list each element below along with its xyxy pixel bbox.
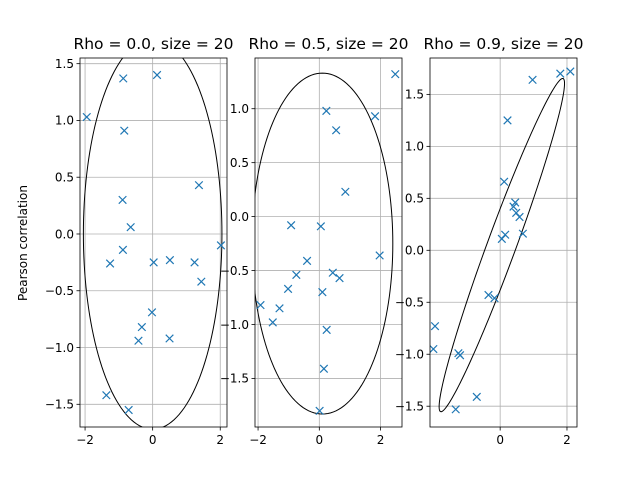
data-point [216, 241, 226, 250]
data-point [430, 344, 438, 354]
y-tick-label: 1.5 [55, 57, 74, 71]
data-point [341, 187, 350, 197]
data-point [375, 251, 384, 260]
data-point [275, 304, 284, 313]
data-point [322, 325, 331, 335]
axes-frame [79, 57, 228, 428]
data-point [518, 229, 528, 238]
data-point [256, 300, 265, 310]
y-tick-label: 1.0 [55, 114, 74, 128]
data-point [472, 392, 481, 402]
x-tick-label: 2 [216, 433, 224, 447]
y-tick-label: 1.5 [405, 88, 424, 102]
y-tick-label: −1.5 [220, 372, 249, 386]
subplot-title: Rho = 0.9, size = 20 [423, 35, 583, 53]
y-tick-label: −1.5 [45, 398, 74, 412]
data-point [302, 256, 312, 266]
y-tick-label: −1.0 [220, 318, 249, 332]
data-point [335, 273, 344, 283]
data-point [499, 177, 509, 186]
y-axis-label: Pearson correlation [16, 185, 30, 301]
data-point [149, 258, 158, 267]
data-point [190, 258, 199, 267]
confidence-ellipse [438, 77, 566, 413]
confidence-ellipse [255, 72, 394, 415]
data-point [515, 212, 524, 222]
y-tick-label: 1.0 [230, 102, 249, 116]
data-point [510, 198, 520, 207]
data-point [120, 126, 129, 135]
data-point [503, 116, 512, 125]
subplot-2: −2 0 2 −1.5 −1.0 −0.5 0.0 0.5 1.0 Rho = 0.5, size… [220, 35, 409, 447]
data-point [316, 222, 326, 231]
data-point [105, 259, 115, 268]
y-tick-label: −0.5 [45, 284, 74, 298]
y-tick-label: 0.0 [230, 210, 249, 224]
data-point [328, 268, 338, 277]
y-tick-label: 0.5 [405, 192, 424, 206]
data-point [331, 126, 341, 135]
data-point [119, 74, 128, 83]
data-point [556, 69, 565, 78]
data-point [319, 364, 329, 373]
y-tick-label: 0.0 [55, 227, 74, 241]
data-point [165, 334, 174, 343]
data-point [283, 284, 293, 294]
y-tick-label: 0.5 [230, 156, 249, 170]
data-point [124, 405, 133, 415]
data-point [430, 321, 440, 331]
x-tick-label: 0 [315, 433, 323, 447]
data-point [286, 221, 296, 230]
data-point [82, 112, 91, 122]
data-point [490, 293, 499, 303]
subplot-title: Rho = 0.0, size = 20 [73, 35, 233, 53]
x-tick-label: 2 [377, 433, 385, 447]
x-tick-label: 2 [563, 433, 571, 447]
y-tick-label: −1.0 [45, 341, 74, 355]
data-point [370, 112, 380, 121]
subplot-3: 0 2 −1.5 −1.0 −0.5 0.0 0.5 1.0 1.5 Rho = 0.9, siz… [395, 35, 584, 447]
y-tick-label: 0.0 [405, 244, 424, 258]
y-tick-label: −1.5 [395, 400, 424, 414]
confidence-ellipse [82, 58, 223, 427]
data-point [126, 222, 135, 232]
data-point [134, 336, 143, 345]
data-point [500, 230, 510, 239]
data-point [268, 318, 277, 327]
data-point [118, 245, 128, 255]
y-tick-label: 1.0 [405, 140, 424, 154]
x-tick-label: −2 [76, 433, 94, 447]
data-point [292, 270, 301, 280]
data-point [391, 69, 400, 79]
data-point [165, 255, 175, 265]
data-point [194, 180, 204, 190]
data-point [197, 277, 206, 286]
data-point [102, 390, 111, 400]
data-point [455, 351, 465, 360]
subplot-title: Rho = 0.5, size = 20 [248, 35, 408, 53]
data-point [118, 195, 127, 205]
data-point [318, 287, 327, 297]
data-point [322, 106, 331, 116]
y-tick-label: −0.5 [395, 296, 424, 310]
axes-frame [429, 57, 578, 428]
data-point [152, 70, 162, 80]
y-tick-label: −1.0 [395, 348, 424, 362]
x-tick-label: −2 [249, 433, 267, 447]
data-point [451, 405, 460, 414]
data-point [484, 290, 493, 300]
y-tick-label: −0.5 [220, 264, 249, 278]
subplot-1: −2 0 2 −1.5 −1.0 −0.5 0.0 0.5 1.0 1.5 Rho = 0.0, s… [45, 35, 234, 447]
data-point [566, 67, 575, 76]
y-tick-label: 0.5 [55, 171, 74, 185]
axes-frame [254, 57, 403, 428]
data-point [147, 308, 157, 317]
x-tick-label: 0 [496, 433, 504, 447]
data-point [137, 322, 147, 332]
data-point [528, 75, 537, 85]
data-point [315, 406, 324, 416]
x-tick-label: 0 [149, 433, 157, 447]
